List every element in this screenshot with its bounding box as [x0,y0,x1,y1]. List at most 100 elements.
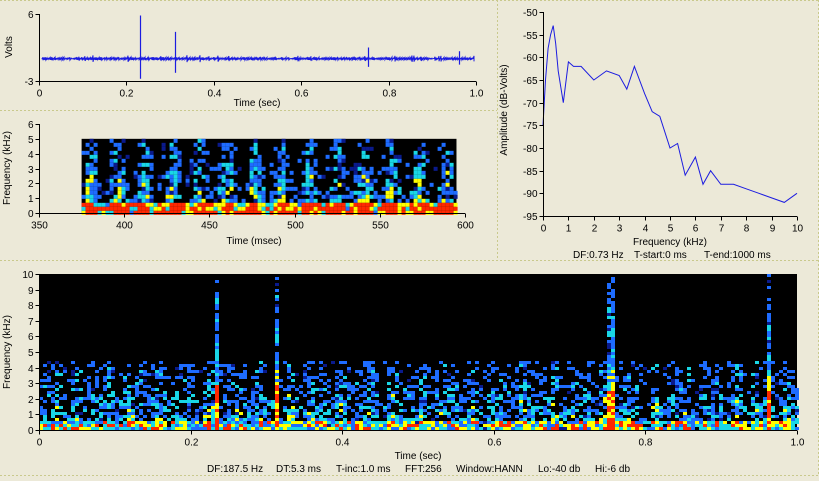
full-spectrogram-cell [339,409,343,412]
zoom-spectrogram-cell [373,202,378,207]
full-spectrogram-cell [735,367,739,370]
full-spectrogram-cell [751,427,755,430]
full-spectrogram-cell [603,424,607,427]
full-spectrogram-cell [543,376,547,379]
full-spectrogram-cell [259,367,263,370]
full-spectrogram-cell [443,385,447,388]
zoom-spectrogram-cell [389,162,394,167]
zoom-spectrogram-cell [361,182,366,187]
full-spectrogram-cell [243,427,247,430]
full-spectrogram-cell [655,397,659,400]
full-spectrogram-cell [471,418,475,421]
full-spectrogram-cell [611,310,615,313]
zoom-spectrogram-cell [333,186,338,191]
full-spectrogram-cell [167,418,171,421]
zoom-spectrogram-cell [393,182,398,187]
full-spectrogram-cell [571,409,575,412]
full-spectrogram-cell [699,364,703,367]
zoom-spectrogram-cell [325,206,330,211]
zoom-spectrogram-cell [201,174,206,179]
zoom-spectrogram-cell [417,198,422,203]
full-spectrogram-cell [307,421,311,424]
full-spectrogram-cell [767,298,771,301]
zoom-spectrogram-cell [177,202,182,207]
full-spectrogram-cell [703,394,707,397]
zoom-spectrogram-cell [305,182,310,187]
full-spectrogram-cell [155,394,159,397]
full-spectrogram-cell [367,418,371,421]
full-spectrogram-cell [251,424,255,427]
full-spectrogram-cell [655,388,659,391]
full-spectrogram-cell [563,427,567,430]
full-spectrogram-cell [587,415,591,418]
full-spectrogram-cell [535,373,539,376]
full-spectrogram-cell [759,424,763,427]
full-spectrogram-cell [551,388,555,391]
full-spectrogram-cell [151,427,155,430]
zoom-spectrogram-cell [165,210,170,215]
full-spectrogram-cell [679,427,683,430]
full-spectrogram-cell [71,406,75,409]
full-spectrogram-cell [259,370,263,373]
zoom-spectrogram-cell [309,190,314,195]
full-spectrogram-cell [555,424,559,427]
zoom-spectrogram-cell [317,210,322,215]
full-spectrogram-cell [391,418,395,421]
zoom-spectrogram-cell [117,186,122,191]
full-spectrogram-cell [127,385,131,388]
full-spectrogram-cell [595,385,599,388]
zoom-spectrogram-cell [401,210,406,215]
full-spectrogram-cell [223,385,227,388]
full-spectrogram-cell [591,361,595,364]
full-spectrogram-cell [455,415,459,418]
full-spectrogram-cell [459,397,463,400]
full-spectrogram-cell [571,388,575,391]
full-spectrogram-cell [323,388,327,391]
full-spectrogram-cell [107,370,111,373]
full-spectrogram-cell [83,421,87,424]
full-spectrogram-cell [587,406,591,409]
full-spectrogram-cell [491,421,495,424]
full-spectrogram-cell [127,421,131,424]
full-spectrogram-cell [275,391,279,394]
full-spectrogram-cell [611,316,615,319]
full-spectrogram-cell [463,379,467,382]
full-spectrogram-cell [779,421,783,424]
full-spectrogram-cell [135,388,139,391]
full-spectrogram-cell [767,418,771,421]
zoom-spectrogram-cell [113,150,118,155]
full-spectrogram-cell [391,370,395,373]
full-spectrogram-cell [691,415,695,418]
full-spectrogram-cell [343,406,347,409]
full-spectrogram-cell [551,397,555,400]
zoom-spectrogram-cell [325,202,330,207]
full-spectrogram-cell [227,409,231,412]
full-spectrogram-cell [95,397,99,400]
full-spectrogram-cell [91,427,95,430]
full-spectrogram-cell [95,418,99,421]
full-spectrogram-cell [215,379,219,382]
full-spectrogram-cell [603,397,607,400]
full-spectrogram-cell [543,418,547,421]
zoom-spectrogram-cell [85,198,90,203]
full-spectrogram-cell [127,424,131,427]
full-spectrogram-cell [131,403,135,406]
full-spectrogram-cell [527,400,531,403]
full-spectrogram-cell [139,373,143,376]
full-spectrogram-cell [419,388,423,391]
full-spectrogram-cell [623,385,627,388]
full-spectrogram-cell [751,403,755,406]
full-spectrogram-cell [607,346,611,349]
full-spectrogram-cell [783,418,787,421]
zoom-spectrogram-cell [381,194,386,199]
full-spectrogram-cell [175,424,179,427]
full-spectrogram-cell [747,421,751,424]
zoom-spectrogram-cell [385,186,390,191]
full-spectrogram-cell [211,409,215,412]
full-spectrogram-cell [83,409,87,412]
full-spectrogram-cell [743,424,747,427]
full-spectrogram-cell [447,373,451,376]
zoom-spectrogram-cell [289,170,294,175]
full-spectrogram-cell [475,418,479,421]
full-spectrogram-cell [239,388,243,391]
